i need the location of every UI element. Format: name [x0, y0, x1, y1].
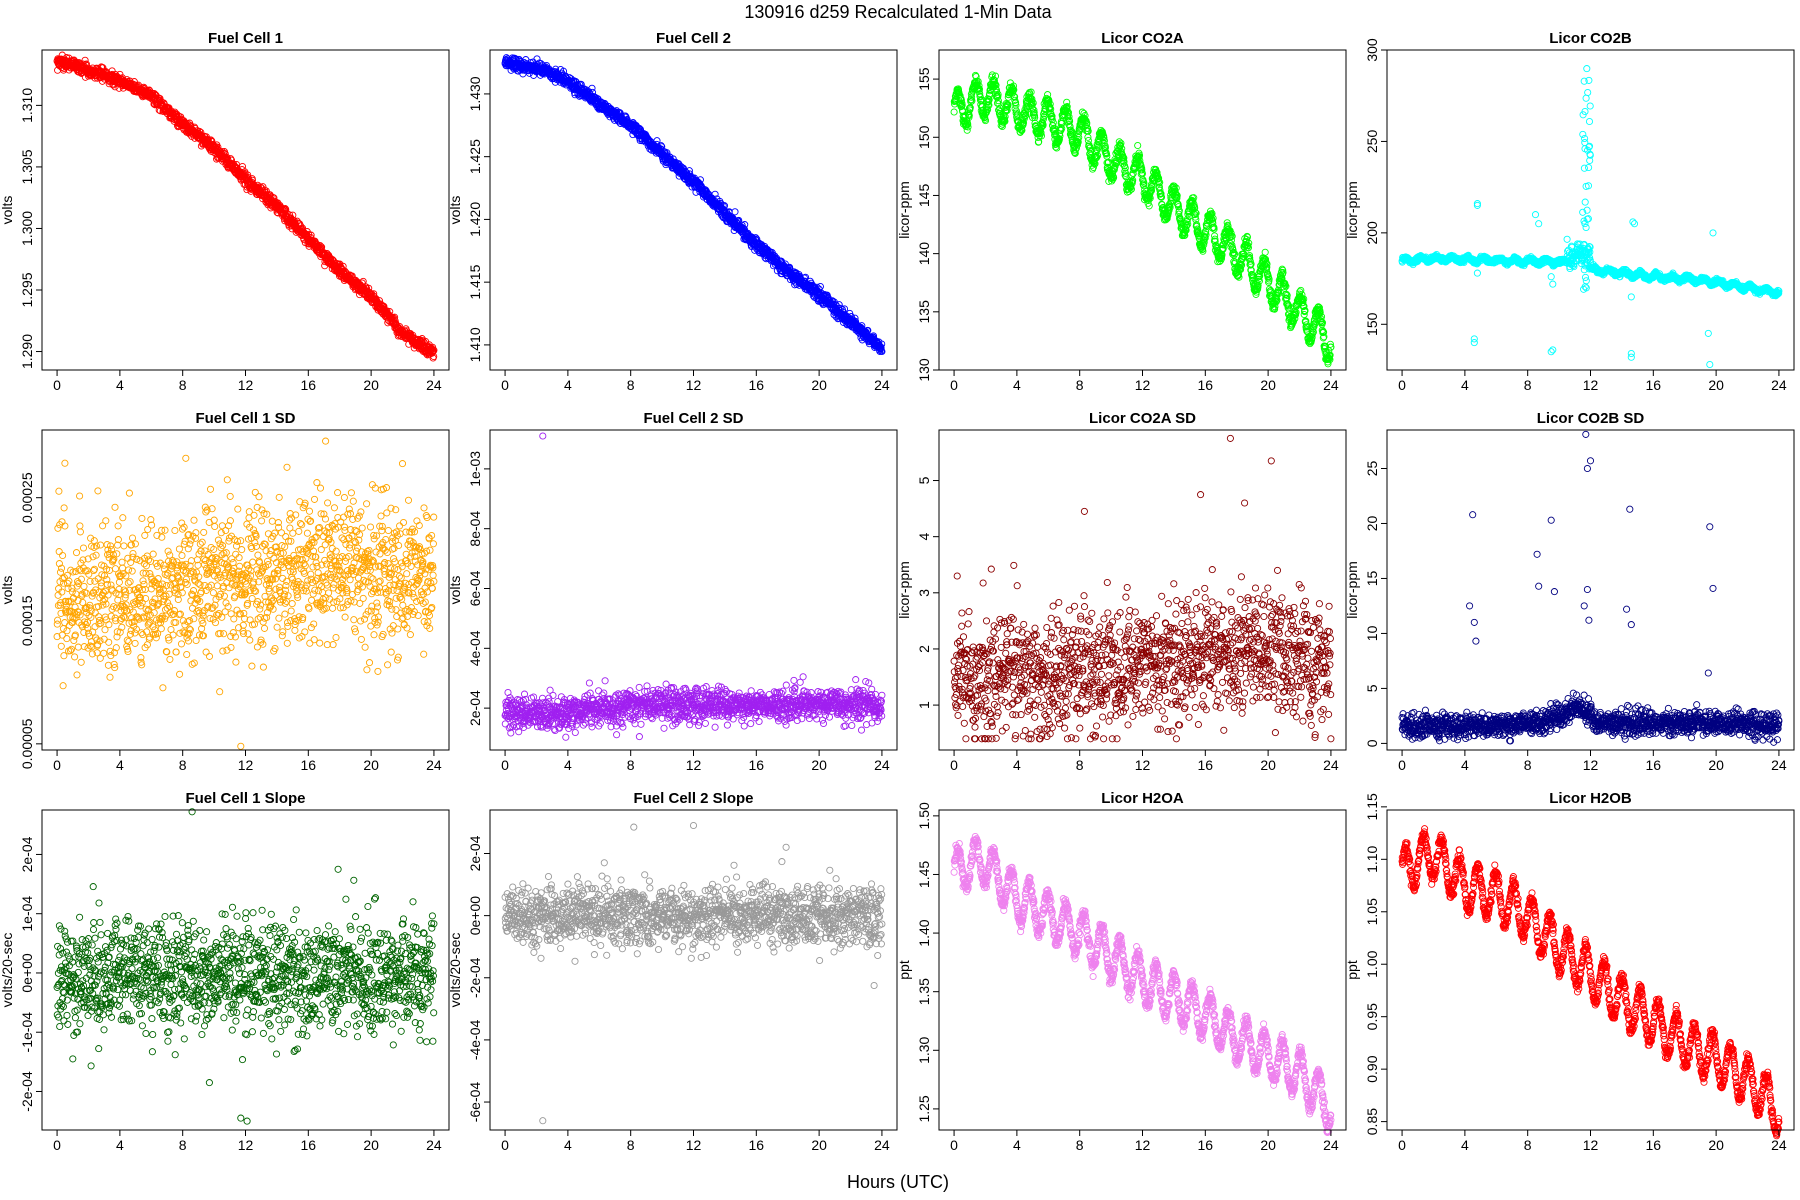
y-axis-fc1: 1.290 1.295 1.300 1.305 1.310 — [19, 88, 42, 369]
x-tick-label: 0 — [53, 377, 61, 393]
y-axis-label-co2b: licor-ppm — [1344, 181, 1360, 239]
x-tick-label: 16 — [1198, 377, 1214, 393]
points-co2b — [1398, 65, 1783, 369]
y-tick-label: 1.425 — [467, 139, 483, 174]
y-tick-label: 155 — [916, 67, 932, 91]
x-tick-label: 4 — [1013, 377, 1021, 393]
y-axis-label-fc2: volts — [447, 196, 463, 225]
y-tick-label: 145 — [916, 184, 932, 208]
data-point — [1134, 141, 1142, 150]
y-axis-label-co2a: licor-ppm — [896, 181, 912, 239]
y-tick-label: 1.415 — [467, 264, 483, 299]
points-fc2 — [501, 54, 886, 356]
y-tick-label: 1.290 — [19, 334, 35, 369]
y-tick-label: 1.300 — [19, 211, 35, 246]
x-axis-co2a: 0 4 8 12 16 20 24 — [950, 370, 1339, 393]
y-tick-label: 150 — [916, 125, 932, 149]
x-tick-label: 16 — [749, 377, 765, 393]
x-axis-label: Hours (UTC) — [847, 1172, 949, 1192]
x-tick-label: 12 — [238, 377, 254, 393]
points-fc1 — [53, 51, 438, 362]
y-axis-co2a: 130 135 140 145 150 155 — [916, 67, 939, 382]
panel-title-fc2: Fuel Cell 2 — [656, 30, 731, 47]
x-tick-label: 24 — [426, 377, 442, 393]
x-tick-label: 16 — [301, 377, 317, 393]
data-point — [731, 208, 739, 216]
y-tick-label: 140 — [916, 242, 932, 266]
y-axis-fc2: 1.410 1.415 1.420 1.425 1.430 — [467, 76, 490, 362]
x-tick-label: 24 — [874, 377, 890, 393]
y-tick-label: 1.305 — [19, 149, 35, 184]
y-tick-label: 130 — [916, 358, 932, 382]
x-axis-fc2: 0 4 8 12 16 20 24 — [501, 370, 890, 393]
y-tick-label: 135 — [916, 300, 932, 324]
panel-title-co2a: Licor CO2A — [1101, 30, 1184, 47]
x-tick-label: 0 — [501, 377, 509, 393]
y-tick-label: 1.420 — [467, 202, 483, 237]
x-tick-label: 12 — [686, 377, 702, 393]
figure-title: 130916 d259 Recalculated 1-Min Data — [744, 2, 1052, 22]
y-axis-label-fc1: volts — [0, 196, 15, 225]
panel-title-fc1: Fuel Cell 1 — [208, 30, 283, 47]
x-tick-label: 4 — [564, 377, 572, 393]
x-tick-label: 8 — [179, 377, 187, 393]
panel-fc1: Fuel Cell 1 volts 0 4 8 12 16 20 24 1.290 1.295 1.3… — [0, 30, 450, 393]
x-tick-label: 20 — [1260, 377, 1276, 393]
data-point — [1261, 248, 1269, 256]
data-point — [950, 108, 958, 116]
y-tick-label: 1.410 — [467, 327, 483, 362]
panel-title-co2b: Licor CO2B — [1549, 30, 1632, 47]
x-tick-label: 8 — [627, 377, 635, 393]
y-tick-label: 1.295 — [19, 272, 35, 307]
x-tick-label: 20 — [811, 377, 827, 393]
data-point — [81, 56, 89, 64]
plot-frame-fc2 — [489, 49, 898, 371]
x-tick-label: 24 — [1323, 377, 1339, 393]
y-tick-label: 1.430 — [467, 76, 483, 111]
x-tick-label: 4 — [116, 377, 124, 393]
x-tick-label: 0 — [950, 377, 958, 393]
x-axis-fc1: 0 4 8 12 16 20 24 — [53, 370, 442, 393]
y-tick-label: 1.310 — [19, 88, 35, 123]
x-tick-label: 12 — [1135, 377, 1151, 393]
x-tick-label: 20 — [363, 377, 379, 393]
points-co2a — [950, 71, 1335, 368]
plot-frame-fc1 — [41, 49, 450, 371]
x-tick-label: 8 — [1076, 377, 1084, 393]
